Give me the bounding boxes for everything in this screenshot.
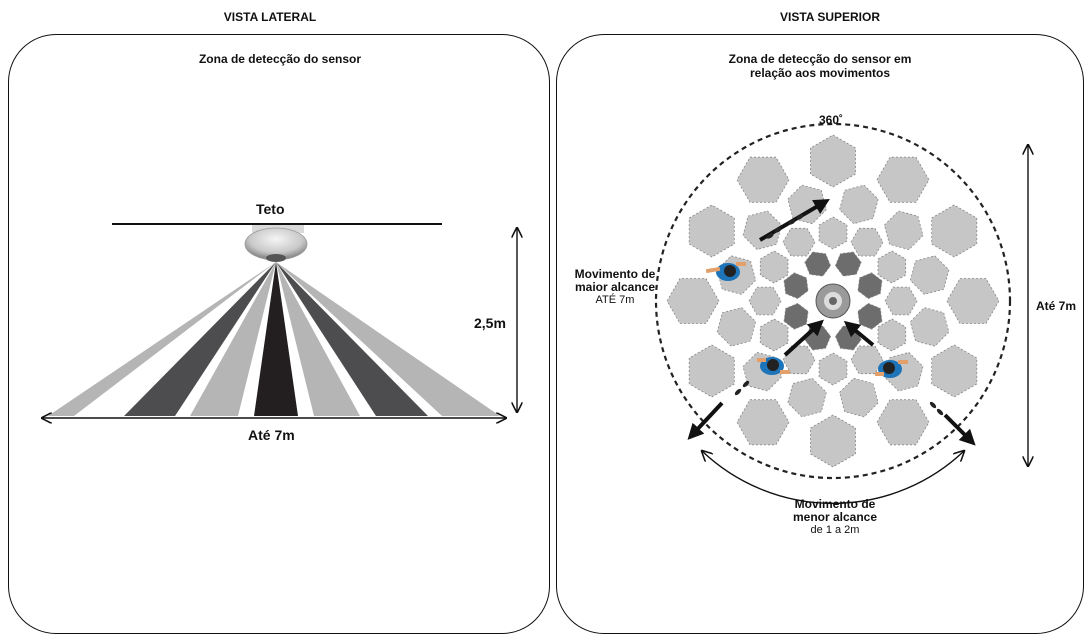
detection-zones (666, 134, 1000, 468)
side-view-diagram (0, 223, 1089, 603)
arrow-down-right (943, 413, 976, 446)
beam (254, 262, 298, 416)
arrow-to-sensor-left (783, 319, 824, 357)
beam (190, 262, 276, 416)
detection-zone-hex (716, 307, 757, 347)
top-view-diagram (654, 122, 1089, 505)
ceiling-sensor-icon (244, 225, 308, 262)
detection-zone-hex (782, 227, 816, 257)
minor-title-line1: Movimento de (794, 497, 876, 511)
detection-zone-hex (931, 204, 978, 258)
person-icon (757, 357, 790, 375)
arrow-to-sensor-right (843, 320, 875, 347)
detection-zone-hex (876, 399, 930, 446)
beam (48, 262, 276, 416)
detection-zone-hex (804, 251, 832, 277)
side-view-panel-title: Zona de detecção do sensor (198, 52, 362, 66)
detection-zone-hex (688, 204, 735, 258)
detection-zone-hex (818, 352, 848, 386)
detection-zone-hex (877, 250, 907, 284)
detection-beams (48, 262, 500, 416)
detection-zone-hex (850, 345, 884, 375)
detection-zone-hex (931, 344, 978, 398)
top-view-panel-title-line2: relação aos movimentos (749, 66, 891, 80)
major-movement-label: Movimento de maior alcance ATÉ 7m (560, 268, 670, 307)
detection-zone-hex (748, 286, 782, 316)
side-view-title: VISTA LATERAL (223, 10, 317, 24)
detection-zone-hex (834, 251, 862, 277)
top-view-title: VISTA SUPERIOR (779, 10, 880, 24)
major-title-line2: maior alcance (574, 280, 656, 294)
detection-zone-hex (946, 278, 1000, 324)
major-title-line1: Movimento de (574, 267, 656, 281)
arrow-down-left (687, 401, 724, 440)
ceiling-label: Teto (256, 201, 285, 217)
detection-zone-hex (804, 325, 832, 351)
detection-zone-hex (810, 414, 856, 468)
detection-zone-hex (759, 250, 789, 284)
detection-zone-hex (742, 210, 783, 251)
detection-zone-hex (909, 255, 950, 295)
beam (276, 262, 500, 416)
detection-zone-hex (736, 156, 790, 203)
detection-zone-hex (883, 210, 924, 251)
top-view-panel-title-line1: Zona de detecção do sensor em (728, 52, 912, 66)
minor-subtitle: de 1 a 2m (810, 524, 860, 536)
detection-zone-hex (884, 286, 918, 316)
beam (276, 262, 428, 416)
detection-zone-hex (666, 278, 720, 324)
detection-zone-hex (759, 318, 789, 352)
detection-zone-hex (839, 184, 879, 225)
detection-zone-hex (909, 307, 950, 347)
detection-zone-hex (688, 344, 735, 398)
detection-zone-hex (787, 184, 827, 225)
detection-zone-hex (810, 134, 856, 188)
detection-zone-hex (783, 302, 809, 330)
detection-zone-hex (877, 318, 907, 352)
minor-title-line2: menor alcance (792, 510, 878, 524)
major-subtitle: ATÉ 7m (595, 294, 635, 306)
footsteps (734, 214, 944, 416)
detection-zone-hex (736, 399, 790, 446)
detection-zone-hex (782, 345, 816, 375)
person-icon (875, 360, 908, 378)
minor-range-arc (702, 451, 964, 505)
detection-zone-hex (876, 156, 930, 203)
beam (124, 262, 276, 416)
detection-zone-hex (818, 216, 848, 250)
beam (276, 262, 360, 416)
detection-zone-hex (850, 227, 884, 257)
minor-movement-label: Movimento de menor alcance de 1 a 2m (775, 498, 895, 537)
detection-zone-hex (783, 272, 809, 300)
detection-zone-hex (857, 302, 883, 330)
height-label: 2,5m (474, 315, 506, 331)
top-range-label: Até 7m (1036, 299, 1077, 313)
detection-zone-hex (839, 377, 879, 418)
detection-range-circle (654, 122, 1012, 480)
angle-label: 360˚ (819, 113, 844, 127)
detection-zone-hex (787, 377, 827, 418)
detection-zone-hex (857, 272, 883, 300)
person-icon (705, 262, 746, 281)
range-label: Até 7m (248, 427, 295, 443)
